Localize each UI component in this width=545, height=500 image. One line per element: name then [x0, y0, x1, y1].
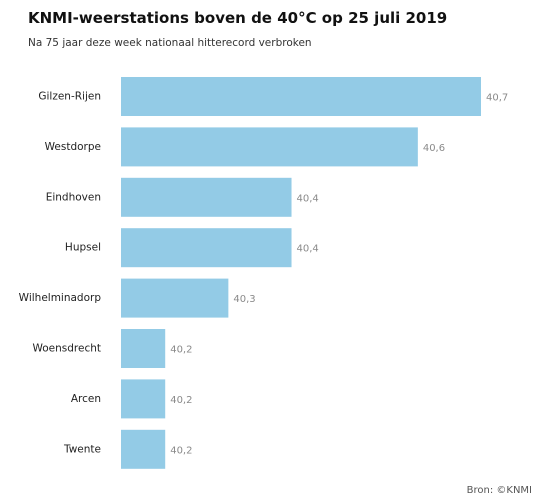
- category-label-hupsel: Hupsel: [65, 242, 101, 254]
- bar-hupsel: [121, 228, 292, 268]
- value-label-woensdrecht: 40,2: [170, 345, 192, 356]
- bar-woensdrecht: [121, 329, 166, 368]
- category-label-wilhelminadorp: Wilhelminadorp: [19, 292, 102, 304]
- category-label-woensdrecht: Woensdrecht: [32, 343, 101, 355]
- category-label-twente: Twente: [63, 443, 101, 455]
- value-label-wilhelminadorp: 40,3: [233, 294, 255, 305]
- bar-arcen: [121, 379, 166, 419]
- category-label-westdorpe: Westdorpe: [45, 141, 101, 153]
- bar-eindhoven: [121, 177, 292, 217]
- bar-gilzen-rijen: [121, 77, 481, 116]
- value-label-arcen: 40,2: [170, 395, 192, 406]
- value-label-twente: 40,2: [170, 445, 192, 456]
- value-label-gilzen-rijen: 40,7: [486, 93, 508, 104]
- category-label-eindhoven: Eindhoven: [46, 191, 101, 203]
- chart-subtitle: Na 75 jaar deze week nationaal hittereco…: [28, 37, 312, 49]
- category-label-gilzen-rijen: Gilzen-Rijen: [38, 91, 101, 103]
- category-label-arcen: Arcen: [71, 393, 101, 405]
- bar-wilhelminadorp: [121, 278, 229, 318]
- bar-westdorpe: [121, 127, 418, 167]
- value-label-hupsel: 40,4: [297, 244, 319, 255]
- source-note: Bron: ©KNMI: [466, 485, 532, 496]
- value-label-westdorpe: 40,6: [423, 143, 445, 154]
- bar-twente: [121, 429, 166, 469]
- chart-title: KNMI-weerstations boven de 40°C op 25 ju…: [28, 9, 448, 27]
- value-label-eindhoven: 40,4: [297, 193, 319, 204]
